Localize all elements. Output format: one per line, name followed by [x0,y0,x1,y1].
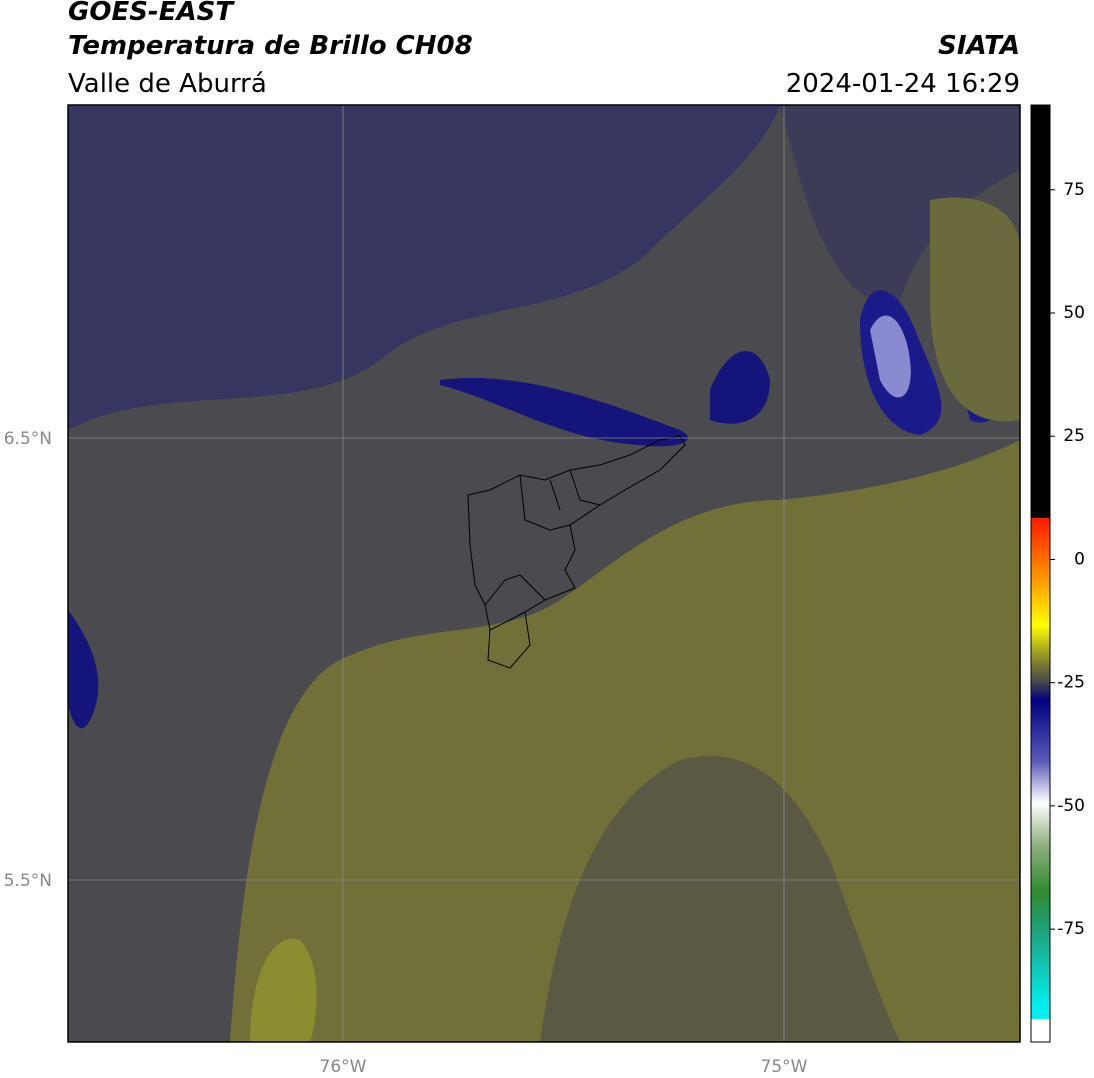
valley-boundary [467,435,686,669]
cold-core [870,315,911,398]
colorbar-tick-label: -25 [1057,673,1085,693]
cold-core [440,378,688,447]
colorbar-tick-label: 50 [1063,303,1085,323]
region: Valle de Aburrá [68,69,267,99]
cold-region [780,105,1020,304]
title: GOES-EAST [68,0,235,27]
lat-label: 5.5°N [4,871,52,891]
colorbar-tick-label: -75 [1057,919,1085,939]
lat-label: 6.5°N [4,429,52,449]
colorbar-tick-label: 0 [1074,549,1085,569]
colorbar-tick-label: 75 [1063,180,1085,200]
colorbar-tick-label: 25 [1063,426,1085,446]
warm-region [930,197,1020,422]
warm-core [250,938,317,1042]
subtitle: Temperatura de Brillo CH08 [68,31,473,61]
cold-core [710,351,770,424]
datetime: 2024-01-24 16:29 [786,69,1020,99]
map-field [68,105,1020,1042]
source: SIATA [938,31,1020,61]
colorbar [1030,104,1051,1043]
graticule [68,105,1020,1042]
lon-label: 76°W [320,1057,367,1077]
cold-core [68,610,99,729]
map-frame [67,104,1021,1043]
cold-region [68,105,780,430]
colorbar-tick-label: -50 [1057,796,1085,816]
mid-region [540,756,900,1042]
lon-label: 75°W [761,1057,808,1077]
